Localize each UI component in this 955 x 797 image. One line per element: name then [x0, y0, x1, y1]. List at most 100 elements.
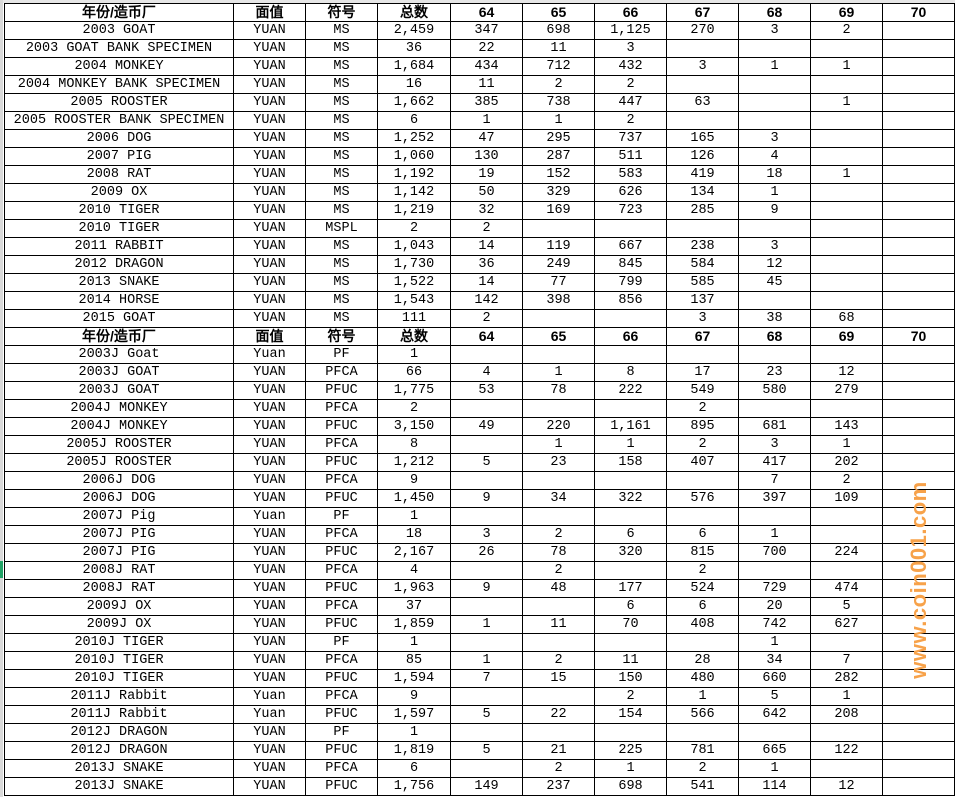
cell-grade-symbol[interactable]: MS	[305, 201, 378, 220]
cell-denomination[interactable]: YUAN	[233, 165, 306, 184]
cell-grade-67[interactable]	[666, 75, 739, 94]
cell-grade-66[interactable]: 222	[594, 381, 667, 400]
cell-denomination[interactable]: YUAN	[233, 417, 306, 436]
header-total[interactable]: 总数	[377, 3, 451, 22]
cell-grade-68[interactable]: 20	[738, 597, 811, 616]
cell-grade-68[interactable]: 742	[738, 615, 811, 634]
cell-grade-symbol[interactable]: PF	[305, 507, 378, 526]
header-grade-69[interactable]: 69	[810, 327, 883, 346]
cell-grade-symbol[interactable]: PF	[305, 723, 378, 742]
cell-grade-68[interactable]	[738, 507, 811, 526]
cell-grade-64[interactable]: 49	[450, 417, 523, 436]
cell-denomination[interactable]: YUAN	[233, 201, 306, 220]
header-grade-66[interactable]: 66	[594, 327, 667, 346]
cell-total[interactable]: 1,522	[377, 273, 451, 292]
cell-grade-70[interactable]	[882, 21, 955, 40]
cell-grade-70[interactable]	[882, 309, 955, 328]
cell-total[interactable]: 1	[377, 507, 451, 526]
cell-total[interactable]: 2,167	[377, 543, 451, 562]
cell-grade-65[interactable]: 329	[522, 183, 595, 202]
cell-grade-64[interactable]: 36	[450, 255, 523, 274]
header-year-mint[interactable]: 年份/造币厂	[4, 3, 234, 22]
cell-grade-symbol[interactable]: PFCA	[305, 435, 378, 454]
cell-grade-65[interactable]: 2	[522, 561, 595, 580]
cell-denomination[interactable]: YUAN	[233, 669, 306, 688]
header-year-mint[interactable]: 年份/造币厂	[4, 327, 234, 346]
cell-denomination[interactable]: YUAN	[233, 39, 306, 58]
cell-year-mint[interactable]: 2004J MONKEY	[4, 399, 234, 418]
cell-grade-symbol[interactable]: MSPL	[305, 219, 378, 238]
cell-year-mint[interactable]: 2007 PIG	[4, 147, 234, 166]
cell-denomination[interactable]: YUAN	[233, 525, 306, 544]
cell-grade-67[interactable]: 2	[666, 561, 739, 580]
cell-denomination[interactable]: YUAN	[233, 741, 306, 760]
cell-year-mint[interactable]: 2013J SNAKE	[4, 777, 234, 796]
cell-grade-69[interactable]: 1	[810, 165, 883, 184]
cell-year-mint[interactable]: 2007J PIG	[4, 525, 234, 544]
cell-grade-68[interactable]	[738, 723, 811, 742]
cell-denomination[interactable]: YUAN	[233, 255, 306, 274]
cell-grade-70[interactable]	[882, 399, 955, 418]
cell-year-mint[interactable]: 2009 OX	[4, 183, 234, 202]
cell-year-mint[interactable]: 2006J DOG	[4, 489, 234, 508]
cell-grade-70[interactable]	[882, 273, 955, 292]
cell-grade-67[interactable]: 134	[666, 183, 739, 202]
cell-grade-64[interactable]	[450, 597, 523, 616]
cell-total[interactable]: 2,459	[377, 21, 451, 40]
cell-total[interactable]: 1,252	[377, 129, 451, 148]
cell-grade-64[interactable]	[450, 759, 523, 778]
cell-denomination[interactable]: YUAN	[233, 129, 306, 148]
cell-grade-66[interactable]	[594, 507, 667, 526]
header-denomination[interactable]: 面值	[233, 3, 306, 22]
cell-year-mint[interactable]: 2011 RABBIT	[4, 237, 234, 256]
cell-grade-70[interactable]	[882, 165, 955, 184]
cell-denomination[interactable]: YUAN	[233, 219, 306, 238]
cell-total[interactable]: 1,775	[377, 381, 451, 400]
cell-grade-69[interactable]	[810, 345, 883, 364]
cell-total[interactable]: 1,819	[377, 741, 451, 760]
cell-denomination[interactable]: YUAN	[233, 57, 306, 76]
cell-grade-68[interactable]	[738, 561, 811, 580]
cell-grade-symbol[interactable]: MS	[305, 129, 378, 148]
cell-grade-69[interactable]	[810, 219, 883, 238]
cell-year-mint[interactable]: 2012J DRAGON	[4, 723, 234, 742]
cell-total[interactable]: 1,043	[377, 237, 451, 256]
cell-total[interactable]: 9	[377, 471, 451, 490]
cell-year-mint[interactable]: 2003J GOAT	[4, 381, 234, 400]
cell-grade-65[interactable]	[522, 219, 595, 238]
cell-grade-67[interactable]: 285	[666, 201, 739, 220]
cell-grade-symbol[interactable]: PF	[305, 345, 378, 364]
cell-grade-68[interactable]	[738, 93, 811, 112]
cell-grade-69[interactable]	[810, 273, 883, 292]
cell-total[interactable]: 6	[377, 759, 451, 778]
cell-grade-65[interactable]	[522, 309, 595, 328]
cell-total[interactable]: 36	[377, 39, 451, 58]
cell-grade-symbol[interactable]: MS	[305, 75, 378, 94]
cell-grade-69[interactable]: 12	[810, 363, 883, 382]
cell-grade-68[interactable]: 3	[738, 21, 811, 40]
cell-grade-64[interactable]: 347	[450, 21, 523, 40]
cell-grade-66[interactable]: 1,161	[594, 417, 667, 436]
header-grade-symbol[interactable]: 符号	[305, 327, 378, 346]
cell-grade-symbol[interactable]: PFUC	[305, 489, 378, 508]
cell-denomination[interactable]: YUAN	[233, 111, 306, 130]
cell-grade-67[interactable]: 419	[666, 165, 739, 184]
cell-grade-65[interactable]: 77	[522, 273, 595, 292]
cell-grade-67[interactable]	[666, 507, 739, 526]
cell-grade-69[interactable]: 282	[810, 669, 883, 688]
cell-year-mint[interactable]: 2008J RAT	[4, 561, 234, 580]
cell-grade-65[interactable]: 2	[522, 759, 595, 778]
cell-grade-64[interactable]: 3	[450, 525, 523, 544]
cell-year-mint[interactable]: 2004 MONKEY BANK SPECIMEN	[4, 75, 234, 94]
cell-grade-symbol[interactable]: PFUC	[305, 705, 378, 724]
cell-year-mint[interactable]: 2011J Rabbit	[4, 705, 234, 724]
cell-year-mint[interactable]: 2012 DRAGON	[4, 255, 234, 274]
cell-grade-67[interactable]: 815	[666, 543, 739, 562]
header-denomination[interactable]: 面值	[233, 327, 306, 346]
cell-grade-69[interactable]	[810, 111, 883, 130]
cell-total[interactable]: 111	[377, 309, 451, 328]
cell-grade-70[interactable]	[882, 759, 955, 778]
cell-grade-68[interactable]	[738, 399, 811, 418]
cell-grade-symbol[interactable]: MS	[305, 21, 378, 40]
cell-grade-70[interactable]	[882, 147, 955, 166]
